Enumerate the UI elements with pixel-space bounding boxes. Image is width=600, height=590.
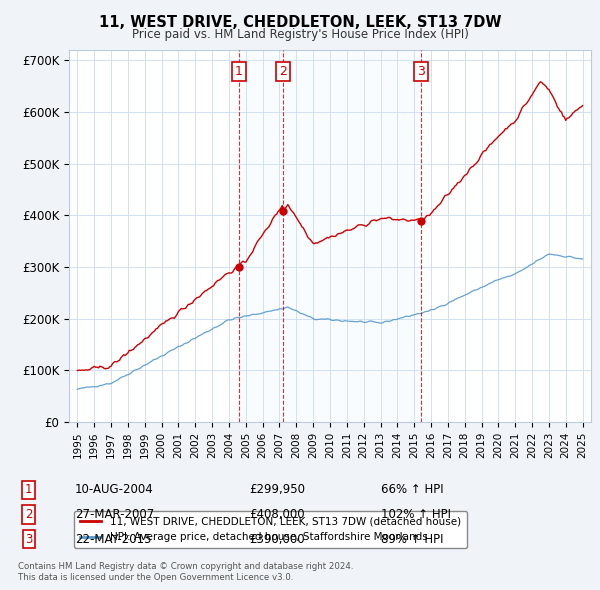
- Text: This data is licensed under the Open Government Licence v3.0.: This data is licensed under the Open Gov…: [18, 573, 293, 582]
- Text: 89% ↑ HPI: 89% ↑ HPI: [381, 533, 443, 546]
- Text: 27-MAR-2007: 27-MAR-2007: [75, 508, 154, 521]
- Text: 102% ↑ HPI: 102% ↑ HPI: [381, 508, 451, 521]
- Bar: [239, 50, 421, 422]
- Text: £299,950: £299,950: [249, 483, 305, 496]
- Text: 22-MAY-2015: 22-MAY-2015: [75, 533, 151, 546]
- Legend: 11, WEST DRIVE, CHEDDLETON, LEEK, ST13 7DW (detached house), HPI: Average price,: 11, WEST DRIVE, CHEDDLETON, LEEK, ST13 7…: [74, 511, 467, 548]
- Text: Price paid vs. HM Land Registry's House Price Index (HPI): Price paid vs. HM Land Registry's House …: [131, 28, 469, 41]
- Text: £390,000: £390,000: [249, 533, 305, 546]
- Text: 10-AUG-2004: 10-AUG-2004: [75, 483, 154, 496]
- Text: 3: 3: [25, 533, 32, 546]
- Text: 2: 2: [280, 65, 287, 78]
- Text: 2: 2: [25, 508, 32, 521]
- Text: £408,000: £408,000: [249, 508, 305, 521]
- Text: 66% ↑ HPI: 66% ↑ HPI: [381, 483, 443, 496]
- Text: 11, WEST DRIVE, CHEDDLETON, LEEK, ST13 7DW: 11, WEST DRIVE, CHEDDLETON, LEEK, ST13 7…: [99, 15, 501, 30]
- Text: Contains HM Land Registry data © Crown copyright and database right 2024.: Contains HM Land Registry data © Crown c…: [18, 562, 353, 571]
- Text: 3: 3: [416, 65, 425, 78]
- Text: 1: 1: [235, 65, 243, 78]
- Text: 1: 1: [25, 483, 32, 496]
